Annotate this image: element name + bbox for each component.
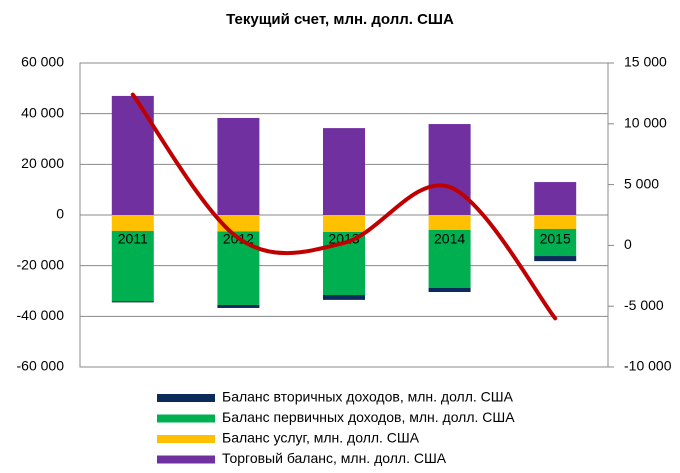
bar	[428, 229, 471, 288]
y2-tick-label: -10 000	[624, 358, 672, 374]
legend-swatch	[157, 394, 215, 402]
x-tick-label: 2013	[328, 231, 359, 247]
bar	[534, 256, 577, 262]
legend-label: Баланс вторичных доходов, млн. долл. США	[222, 389, 514, 405]
x-tick-label: 2014	[434, 231, 465, 247]
y2-tick-label: 10 000	[624, 115, 667, 131]
bar	[217, 304, 260, 308]
legend-label: Баланс услуг, млн. долл. США	[222, 430, 420, 446]
bar	[217, 117, 260, 215]
bar	[428, 124, 471, 215]
bar	[111, 215, 154, 231]
bar	[217, 231, 260, 305]
y-tick-label: 40 000	[21, 104, 64, 120]
y-tick-label: 60 000	[21, 54, 64, 70]
bar	[428, 215, 471, 230]
bar	[111, 230, 154, 302]
y-tick-label: 0	[56, 206, 64, 222]
y2-tick-label: 15 000	[624, 54, 667, 70]
y-tick-label: 20 000	[21, 155, 64, 171]
legend-label: Баланс первичных доходов, млн. долл. США	[222, 409, 515, 425]
legend-swatch	[157, 435, 215, 443]
legend-swatch	[157, 414, 215, 423]
x-tick-label: 2015	[540, 231, 571, 247]
x-tick-label: 2011	[118, 231, 148, 247]
bar	[323, 215, 365, 232]
bar	[534, 182, 577, 215]
y2-tick-label: -5 000	[624, 297, 664, 313]
legend-swatch	[157, 455, 215, 464]
legend-label: Торговый баланс, млн. долл. США	[222, 450, 447, 466]
y-tick-label: -40 000	[17, 307, 65, 323]
bar	[323, 295, 365, 300]
bar	[428, 287, 471, 293]
line	[130, 92, 558, 321]
bar	[534, 228, 577, 257]
y2-tick-label: 5 000	[624, 175, 659, 191]
y-tick-label: -20 000	[17, 256, 65, 272]
bar	[111, 301, 154, 303]
chart-title: Текущий счет, млн. долл. США	[226, 11, 454, 28]
bar	[534, 215, 577, 229]
y2-tick-label: 0	[624, 236, 632, 252]
bar	[323, 128, 365, 215]
y-tick-label: -60 000	[17, 358, 65, 374]
